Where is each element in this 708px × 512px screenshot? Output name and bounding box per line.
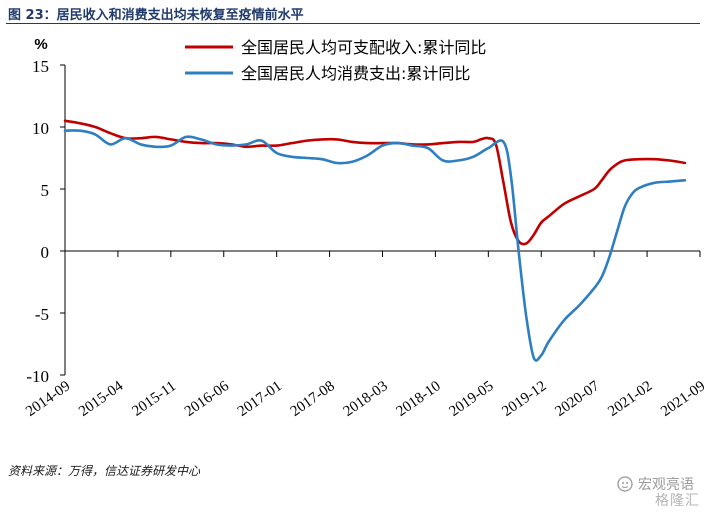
x-tick-label: 2020-07 <box>552 378 603 420</box>
x-tick-label: 2019-12 <box>499 378 549 420</box>
title-divider <box>6 23 700 24</box>
y-tick-label: 5 <box>41 181 50 200</box>
x-tick-label: 2017-01 <box>235 378 285 420</box>
y-tick-label: -5 <box>35 305 49 324</box>
wechat-icon <box>617 476 633 492</box>
x-tick-label: 2021-02 <box>605 378 655 420</box>
x-tick-label: 2017-08 <box>288 378 338 420</box>
legend-label: 全国居民人均消费支出:累计同比 <box>241 64 470 83</box>
watermark-sub: 格隆汇 <box>655 493 700 509</box>
y-tick-label: -10 <box>26 367 49 386</box>
y-tick-label: 0 <box>41 243 50 262</box>
series-line-consumption <box>63 129 687 362</box>
chart-series <box>63 119 687 362</box>
y-tick-label: 15 <box>32 57 49 76</box>
source-note: 资料来源：万得，信达证券研发中心 <box>8 464 201 478</box>
x-tick-label: 2015-11 <box>129 378 179 419</box>
y-unit-label: % <box>34 36 47 53</box>
x-tick-label: 2015-04 <box>76 378 127 420</box>
x-tick-label: 2018-10 <box>394 378 444 420</box>
series-line-income <box>63 119 687 246</box>
watermark-text: 宏观亮语 <box>638 477 694 493</box>
watermark: 宏观亮语 <box>617 474 694 494</box>
x-tick-label: 2016-06 <box>182 378 233 420</box>
x-tick-label: 2019-05 <box>446 378 496 420</box>
x-tick-label: 2021-09 <box>658 378 708 420</box>
y-tick-label: 10 <box>32 119 49 138</box>
legend-label: 全国居民人均可支配收入:累计同比 <box>241 38 486 57</box>
figure-title: 图 23：居民收入和消费支出均未恢复至疫情前水平 <box>8 8 304 23</box>
x-tick-label: 2018-03 <box>341 378 391 420</box>
